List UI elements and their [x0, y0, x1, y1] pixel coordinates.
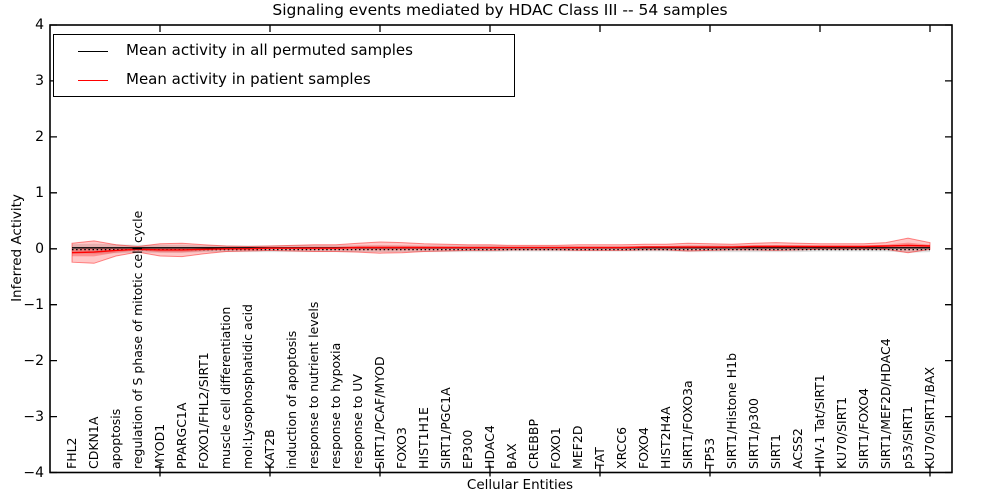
- x-tick-label: response to nutrient levels: [306, 301, 321, 469]
- patient-line-sample: [78, 80, 108, 81]
- legend-label: Mean activity in all permuted samples: [126, 41, 413, 59]
- x-tick-label: XRCC6: [614, 426, 629, 469]
- x-tick-label: mol:Lysophosphatidic acid: [240, 304, 255, 469]
- y-tick-label: 4: [35, 17, 44, 33]
- x-tick-label: SIRT1/Histone H1b: [724, 352, 739, 469]
- x-tick-label: response to UV: [350, 374, 365, 469]
- x-tick-label: SIRT1/PGC1A: [438, 387, 453, 469]
- x-tick-label: SIRT1/FOXO3a: [680, 380, 695, 469]
- x-tick-label: FOXO1/FHL2/SIRT1: [196, 352, 211, 469]
- x-tick-label: response to hypoxia: [328, 342, 343, 469]
- patient-band-inner: [72, 242, 930, 257]
- x-tick-label: KU70/SIRT1/BAX: [922, 366, 937, 469]
- x-tick-label: SIRT1/p300: [746, 398, 761, 469]
- x-tick-label: TAT: [592, 447, 607, 469]
- y-tick-label: 2: [35, 128, 44, 145]
- x-tick-label: HIST1H1E: [416, 407, 431, 469]
- x-tick-label: FHL2: [64, 437, 79, 469]
- permuted-band: [72, 243, 930, 254]
- legend-item-permuted: Mean activity in all permuted samples: [54, 37, 514, 67]
- x-tick-label: FOXO3: [394, 427, 409, 469]
- patient-mean-line: [71, 244, 931, 254]
- x-tick-label: SIRT1: [768, 434, 783, 469]
- legend-label: Mean activity in patient samples: [126, 70, 371, 88]
- x-tick-label: apoptosis: [108, 408, 123, 469]
- x-tick-label: EP300: [460, 429, 475, 469]
- x-tick-label: MYOD1: [152, 423, 167, 469]
- permuted-line-sample: [78, 51, 108, 52]
- legend: Mean activity in all permuted samples Me…: [53, 34, 515, 97]
- x-tick-label: KU70/SIRT1: [834, 396, 849, 469]
- x-tick-label: BAX: [504, 443, 519, 469]
- y-tick-label: −4: [23, 464, 44, 481]
- x-tick-label: HIV-1 Tat/SIRT1: [812, 374, 827, 469]
- x-tick-label: HDAC4: [482, 425, 497, 469]
- y-tick-label: 3: [35, 72, 44, 89]
- x-tick-label: MEF2D: [570, 425, 585, 469]
- x-tick-label: FOXO4: [636, 427, 651, 469]
- x-tick-label: CREBBP: [526, 419, 541, 469]
- y-tick-label: −3: [23, 408, 44, 425]
- y-tick-label: 1: [35, 184, 44, 201]
- axis-ticks: [50, 24, 952, 477]
- x-tick-label: CDKN1A: [86, 416, 101, 469]
- x-tick-label: SIRT1/MEF2D/HDAC4: [878, 338, 893, 469]
- legend-item-patient: Mean activity in patient samples: [54, 66, 514, 96]
- x-tick-label: TP53: [702, 437, 717, 469]
- y-tick-label: 0: [35, 240, 44, 257]
- x-tick-label: KAT2B: [262, 429, 277, 469]
- x-tick-label: SIRT1/FOXO4: [856, 388, 871, 469]
- x-tick-label: muscle cell differentiation: [218, 306, 233, 469]
- x-tick-label: PPARGC1A: [174, 402, 189, 469]
- x-tick-label: induction of apoptosis: [284, 330, 299, 469]
- x-tick-label: ACSS2: [790, 428, 805, 469]
- x-tick-label: regulation of S phase of mitotic cell cy…: [130, 210, 145, 469]
- x-tick-label: p53/SIRT1: [900, 405, 915, 469]
- x-tick-label: FOXO1: [548, 427, 563, 469]
- x-tick-label: SIRT1/PCAF/MYOD: [372, 356, 387, 469]
- y-tick-label: −1: [23, 296, 44, 313]
- x-axis-label: Cellular Entities: [466, 477, 574, 493]
- y-tick-label: −2: [23, 352, 44, 369]
- chart-title: Signaling events mediated by HDAC Class …: [272, 1, 728, 19]
- x-tick-label: HIST2H4A: [658, 406, 673, 469]
